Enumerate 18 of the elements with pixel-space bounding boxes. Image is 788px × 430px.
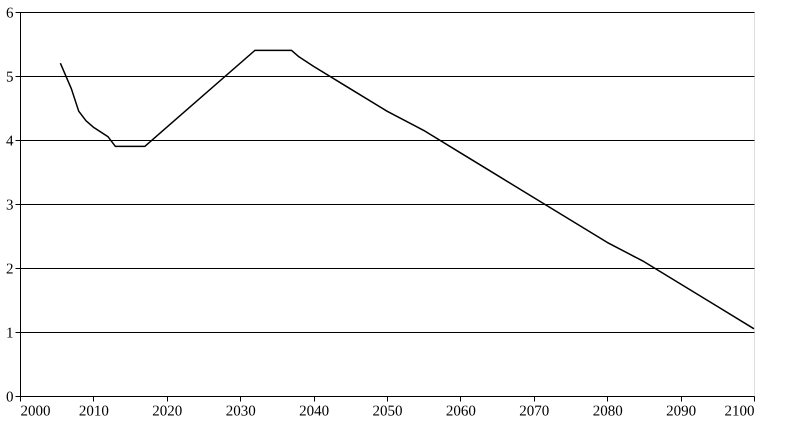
x-tick-label: 2070 (519, 404, 550, 420)
y-tick-label: 5 (6, 70, 14, 86)
x-tick-label: 2080 (592, 404, 623, 420)
y-tick-label: 0 (6, 390, 14, 406)
y-tick-label: 3 (6, 198, 14, 214)
y-tick-label: 4 (6, 134, 14, 150)
x-tick-label: 2100 (724, 404, 754, 420)
x-tick-label: 2000 (20, 404, 50, 420)
x-tick-label: 2030 (226, 404, 256, 420)
y-tick-label: 1 (6, 326, 14, 342)
x-tick-label: 2090 (666, 404, 696, 420)
y-tick-label: 6 (6, 6, 14, 22)
y-tick-label: 2 (6, 262, 14, 278)
x-tick-label: 2050 (372, 404, 402, 420)
x-tick-label: 2020 (152, 404, 182, 420)
x-tick-label: 2060 (446, 404, 476, 420)
x-tick-label: 2040 (299, 404, 330, 420)
x-tick-label: 2010 (78, 404, 109, 420)
